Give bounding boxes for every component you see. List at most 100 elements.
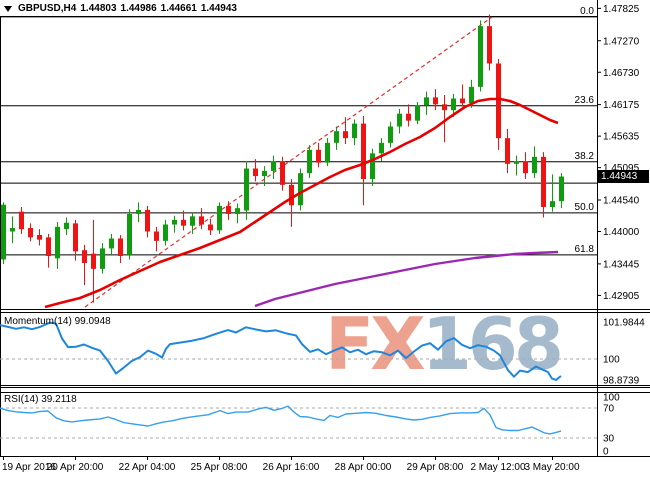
candle-body	[127, 214, 132, 255]
title-high-value: 1.44986	[120, 3, 157, 14]
candle-body	[163, 224, 168, 241]
trendline-dashed	[84, 16, 493, 308]
candle-body	[262, 170, 267, 177]
candle-body	[307, 149, 312, 174]
fib-label-0.0: 0.0	[580, 6, 594, 17]
candle-body	[361, 123, 366, 180]
candle-body	[109, 238, 114, 249]
candle-body	[433, 97, 438, 105]
price-axis-label: 1.43445	[603, 259, 640, 270]
candles	[1, 14, 564, 303]
candle-body	[388, 126, 393, 143]
time-axis-label: 29 Apr 08:00	[407, 462, 464, 473]
time-axis-label: 3 May 20:00	[524, 462, 579, 473]
candle-body	[118, 238, 123, 257]
candle-body	[73, 223, 78, 252]
candle-body	[469, 86, 474, 104]
momentum-name: Momentum(14)	[4, 316, 72, 327]
price-axis-label: 1.42905	[603, 291, 640, 302]
candle-body	[280, 161, 285, 185]
fib-label-38.2: 38.2	[575, 151, 595, 162]
candle-body	[541, 156, 546, 208]
price-axis-label: 1.44000	[603, 227, 640, 238]
fib-label-23.6: 23.6	[575, 95, 595, 106]
candle-body	[424, 97, 429, 106]
candle-body	[397, 113, 402, 127]
price-axis-label: 1.47825	[603, 4, 640, 15]
fib-label-61.8: 61.8	[575, 244, 595, 255]
momentum-line	[0, 321, 562, 381]
rsi-line	[0, 405, 562, 435]
candle-body	[316, 149, 321, 163]
candle-body	[298, 173, 303, 206]
title-low-value: 1.44661	[160, 3, 197, 14]
symbol-period-label: GBPUSD,H4	[18, 3, 77, 14]
candle-body	[406, 113, 411, 121]
rsi-value: 39.2118	[41, 394, 77, 405]
time-axis-label: 20 Apr 20:00	[47, 462, 104, 473]
candle-body	[271, 161, 276, 171]
candle-body	[442, 104, 447, 111]
candle-body	[217, 205, 222, 231]
candle-body	[28, 228, 33, 238]
candle-body	[460, 98, 465, 104]
ma-slow-line	[254, 250, 559, 308]
rsi-name: RSI(14)	[4, 394, 39, 405]
candle-body	[370, 153, 375, 180]
candle-body	[289, 184, 294, 206]
candle-body	[208, 224, 213, 231]
candle-body	[64, 222, 69, 230]
rsi-axis-label: 70	[603, 404, 615, 415]
symbol-dropdown-icon[interactable]	[4, 5, 12, 12]
title-close-value: 1.44943	[200, 3, 237, 14]
candle-body	[343, 131, 348, 139]
candle-body	[190, 216, 195, 226]
time-axis-label: 25 Apr 08:00	[191, 462, 248, 473]
rsi-indicator-label: RSI(14) 39.2118	[4, 394, 77, 405]
candle-body	[559, 176, 564, 202]
candle-body	[199, 216, 204, 225]
candle-body	[82, 250, 87, 264]
momentum-axis-label: 101.9844	[603, 318, 645, 329]
candle-body	[352, 123, 357, 139]
ma-fast-line	[44, 97, 559, 309]
price-axis-label: 1.46175	[603, 100, 640, 111]
candle-body	[415, 105, 420, 121]
momentum-value: 99.0948	[74, 316, 111, 327]
time-axis-label: 28 Apr 00:00	[335, 462, 392, 473]
candle-body	[478, 26, 483, 87]
time-axis-label: 22 Apr 04:00	[119, 462, 176, 473]
candle-body	[100, 248, 105, 269]
candle-body	[244, 168, 249, 211]
price-axis-label: 1.45095	[603, 163, 640, 174]
price-axis-label: 1.46730	[603, 68, 640, 79]
candle-body	[505, 138, 510, 164]
momentum-axis-label: 100	[603, 355, 620, 366]
candle-body	[154, 231, 159, 241]
rsi-axis-label: 0	[603, 447, 609, 458]
candle-body	[19, 211, 24, 230]
time-axis-label: 19 Apr 2016	[2, 462, 56, 473]
current-price-badge: 1.44943	[598, 170, 649, 183]
axis-ticks	[3, 7, 601, 460]
rsi-axis-label: 30	[603, 434, 615, 445]
candle-body	[550, 201, 555, 208]
candle-body	[514, 161, 519, 164]
price-axis-label: 1.45635	[603, 132, 640, 143]
candle-body	[91, 253, 96, 269]
title-open-value: 1.44803	[80, 3, 117, 14]
candle-body	[1, 204, 6, 260]
candle-body	[253, 168, 258, 177]
time-axis-label: 26 Apr 16:00	[263, 462, 320, 473]
candle-body	[10, 228, 15, 232]
candle-body	[145, 209, 150, 232]
candle-body	[235, 208, 240, 215]
fib-label-50.0: 50.0	[575, 202, 595, 213]
candle-body	[334, 131, 339, 143]
candle-body	[523, 161, 528, 174]
axis-label-layer: 1.47825 1.47270 1.46730 1.46175 1.45635 1.450…	[2, 4, 645, 473]
candle-body	[37, 235, 42, 240]
candle-body	[181, 219, 186, 226]
